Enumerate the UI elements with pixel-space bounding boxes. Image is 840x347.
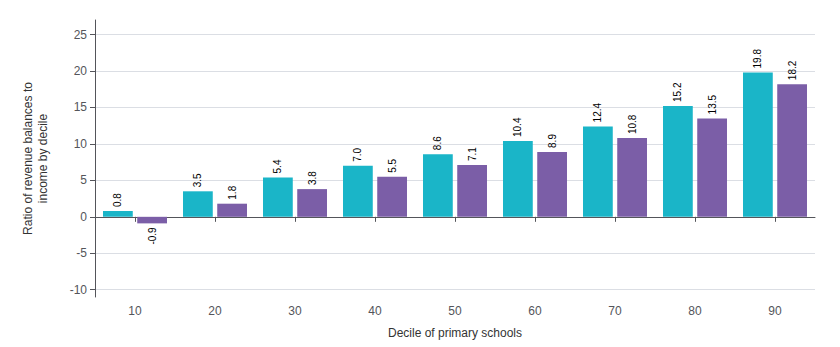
svg-text:1.8: 1.8 [227,185,238,199]
svg-text:3.8: 3.8 [307,171,318,185]
svg-text:10.8: 10.8 [627,114,638,134]
svg-text:income by decile: income by decile [36,113,50,203]
svg-text:13.5: 13.5 [707,95,718,115]
svg-text:80: 80 [688,304,702,318]
svg-text:30: 30 [288,304,302,318]
svg-text:18.2: 18.2 [787,60,798,80]
svg-text:10.4: 10.4 [512,117,523,137]
svg-text:90: 90 [768,304,782,318]
svg-text:19.8: 19.8 [752,49,763,69]
svg-text:Ratio of revenue balances to: Ratio of revenue balances to [21,82,35,235]
svg-text:20: 20 [208,304,222,318]
svg-text:8.6: 8.6 [432,136,443,150]
svg-text:12.4: 12.4 [592,103,603,123]
svg-text:10: 10 [74,137,88,151]
svg-text:15: 15 [74,100,88,114]
svg-text:50: 50 [448,304,462,318]
svg-text:Decile of primary schools: Decile of primary schools [388,326,522,340]
svg-text:-10: -10 [70,283,88,297]
svg-text:-0.9: -0.9 [147,227,158,245]
svg-text:3.5: 3.5 [192,173,203,187]
svg-text:-5: -5 [76,246,87,260]
svg-text:8.9: 8.9 [547,134,558,148]
svg-text:25: 25 [74,28,88,42]
svg-text:40: 40 [368,304,382,318]
svg-text:0.8: 0.8 [112,193,123,207]
svg-text:0: 0 [80,210,87,224]
svg-text:20: 20 [74,64,88,78]
svg-text:7.1: 7.1 [467,147,478,161]
svg-text:7.0: 7.0 [352,147,363,161]
svg-text:10: 10 [128,304,142,318]
svg-text:60: 60 [528,304,542,318]
svg-text:15.2: 15.2 [672,82,683,102]
svg-text:5.4: 5.4 [272,159,283,173]
svg-text:5.5: 5.5 [387,158,398,172]
svg-text:5: 5 [80,173,87,187]
svg-text:70: 70 [608,304,622,318]
